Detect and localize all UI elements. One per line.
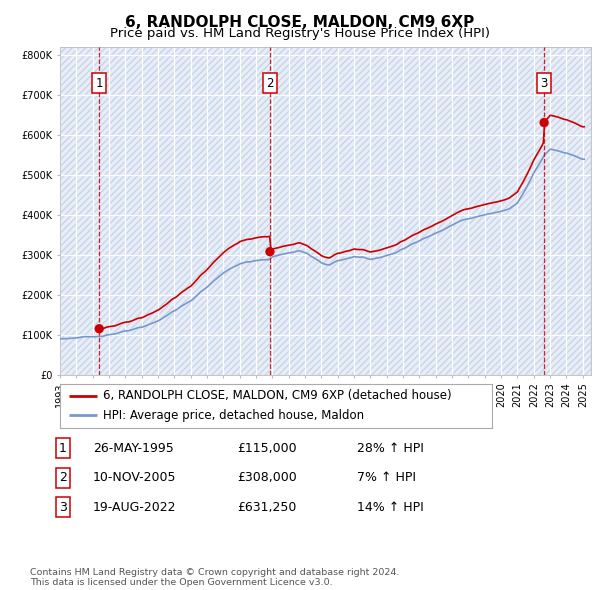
Text: 2: 2 (59, 471, 67, 484)
Point (539, 118, 549, 127)
Text: 6, RANDOLPH CLOSE, MALDON, CM9 6XP (detached house): 6, RANDOLPH CLOSE, MALDON, CM9 6XP (deta… (103, 389, 452, 402)
Text: 3: 3 (59, 501, 67, 514)
Text: 1: 1 (59, 442, 67, 455)
Text: 3: 3 (541, 77, 548, 90)
Text: 10-NOV-2005: 10-NOV-2005 (93, 471, 176, 484)
Text: Contains HM Land Registry data © Crown copyright and database right 2024.
This d: Contains HM Land Registry data © Crown c… (30, 568, 400, 587)
Text: 26-MAY-1995: 26-MAY-1995 (93, 442, 174, 455)
Text: £631,250: £631,250 (237, 501, 296, 514)
Text: Price paid vs. HM Land Registry's House Price Index (HPI): Price paid vs. HM Land Registry's House … (110, 27, 490, 40)
Text: 28% ↑ HPI: 28% ↑ HPI (357, 442, 424, 455)
Text: 2: 2 (266, 77, 274, 90)
Text: 1: 1 (95, 77, 103, 90)
Text: 7% ↑ HPI: 7% ↑ HPI (357, 471, 416, 484)
Point (94, 324, 104, 333)
Point (265, 247, 275, 257)
Text: £308,000: £308,000 (237, 471, 297, 484)
Text: £115,000: £115,000 (237, 442, 296, 455)
Text: 14% ↑ HPI: 14% ↑ HPI (357, 501, 424, 514)
Text: 19-AUG-2022: 19-AUG-2022 (93, 501, 176, 514)
Text: 6, RANDOLPH CLOSE, MALDON, CM9 6XP: 6, RANDOLPH CLOSE, MALDON, CM9 6XP (125, 15, 475, 30)
Text: HPI: Average price, detached house, Maldon: HPI: Average price, detached house, Mald… (103, 409, 364, 422)
